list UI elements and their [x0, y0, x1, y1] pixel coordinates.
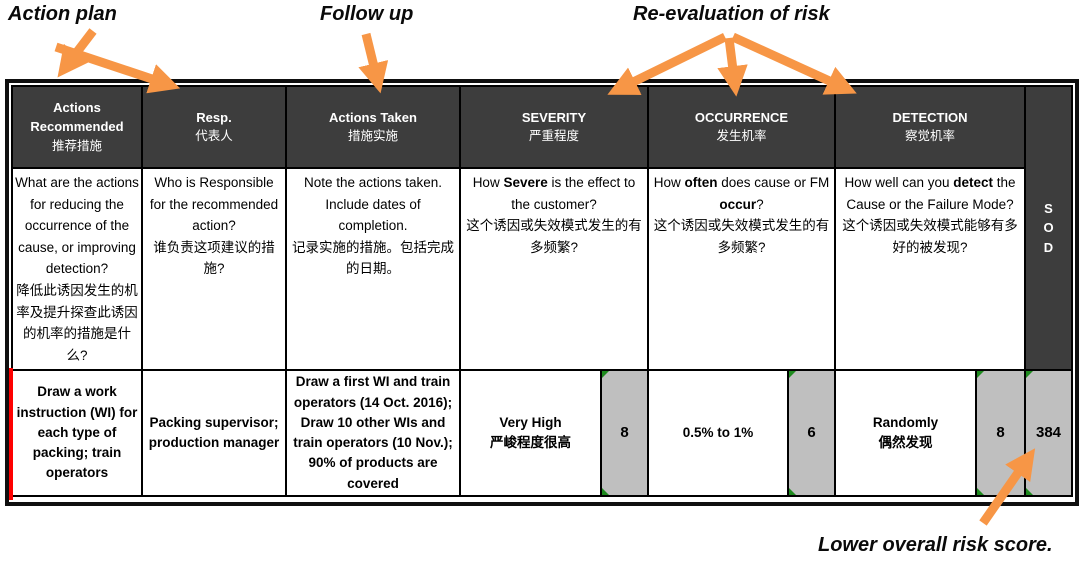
cell-flag-icon: [789, 371, 796, 378]
desc-en: How often does cause or FM occur?: [653, 175, 830, 212]
sod-letter: D: [1043, 239, 1054, 255]
occurrence-score: 6: [807, 423, 816, 441]
arrow-action-plan-left: [57, 28, 97, 78]
desc-cn: 这个诱因或失效模式发生的有多频繁?: [653, 218, 830, 255]
header-cn: 严重程度: [528, 129, 579, 144]
cell-flag-icon: [1026, 488, 1033, 495]
header-en: Resp.: [196, 109, 232, 125]
data-cell-occurrence: 0.5% to 1%: [649, 371, 787, 495]
severity-score: 8: [620, 423, 629, 441]
desc-cn: 这个诱因或失效模式发生的有多频繁?: [466, 218, 642, 255]
detection-score: 8: [996, 423, 1005, 441]
header-en: Actions Taken: [329, 109, 417, 125]
desc-cn: 这个诱因或失效模式能够有多好的被发现?: [842, 218, 1018, 255]
data-cell-resp: Packing supervisor; production manager: [143, 371, 285, 495]
data-cell-actions-recommended: Draw a work instruction (WI) for each ty…: [13, 371, 141, 495]
value-cn: 严峻程度很高: [490, 435, 571, 450]
sod-score: 384: [1035, 423, 1062, 441]
cell-flag-icon: [977, 488, 984, 495]
value-en: Very High: [499, 414, 562, 430]
row-highlight-marker: [9, 368, 13, 500]
desc-cell-severity: How Severe is the effect to the customer…: [461, 169, 647, 369]
value-en: Randomly: [872, 414, 939, 430]
score-cell-occurrence: 6: [789, 371, 834, 495]
desc-en: Who is Responsible for the recommended a…: [149, 175, 279, 234]
annotation-lower-risk: Lower overall risk score.: [818, 534, 1053, 556]
header-cell-occurrence: OCCURRENCE 发生机率: [649, 87, 834, 167]
score-cell-sod: 384: [1026, 371, 1071, 495]
desc-cell-resp: Who is Responsible for the recommended a…: [143, 169, 285, 369]
desc-cell-actions-recommended: What are the actions for reducing the oc…: [13, 169, 141, 369]
header-cell-sod: S O D: [1026, 87, 1071, 369]
header-cn: 措施实施: [347, 129, 398, 144]
desc-en: How Severe is the effect to the customer…: [472, 175, 636, 212]
header-cn: 发生机率: [716, 129, 767, 144]
arrow-follow-up: [358, 32, 389, 94]
cell-flag-icon: [977, 371, 984, 378]
header-cell-actions-recommended: Actions Recommended 推荐措施: [13, 87, 141, 167]
score-cell-severity: 8: [602, 371, 647, 495]
fmea-grid: Actions Recommended 推荐措施 Resp. 代表人 Actio…: [11, 85, 1073, 497]
sod-letter: S: [1044, 200, 1053, 216]
annotation-follow-up: Follow up: [320, 3, 414, 25]
data-cell-detection: Randomly 偶然发现: [836, 371, 975, 495]
desc-cell-detection: How well can you detect the Cause or the…: [836, 169, 1024, 369]
desc-cn: 记录实施的措施。包括完成的日期。: [292, 239, 454, 277]
header-cell-severity: SEVERITY 严重程度: [461, 87, 647, 167]
cell-flag-icon: [789, 488, 796, 495]
header-en: SEVERITY: [521, 109, 587, 125]
desc-cell-actions-taken: Note the actions taken. Include dates of…: [287, 169, 459, 369]
header-en: DETECTION: [892, 109, 968, 125]
data-cell-severity: Very High 严峻程度很高: [461, 371, 600, 495]
cell-flag-icon: [602, 371, 609, 378]
score-cell-detection: 8: [977, 371, 1024, 495]
value-cn: 偶然发现: [878, 435, 933, 450]
header-cn: 代表人: [195, 129, 233, 144]
cell-flag-icon: [602, 488, 609, 495]
cell-flag-icon: [1026, 371, 1033, 378]
fmea-table: Actions Recommended 推荐措施 Resp. 代表人 Actio…: [5, 79, 1079, 506]
header-cell-detection: DETECTION 察觉机率: [836, 87, 1024, 167]
desc-en: How well can you detect the Cause or the…: [844, 175, 1016, 212]
data-cell-actions-taken: Draw a first WI and train operators (14 …: [287, 371, 459, 495]
header-en: OCCURRENCE: [694, 109, 789, 125]
header-cell-actions-taken: Actions Taken 措施实施: [287, 87, 459, 167]
desc-cell-occurrence: How often does cause or FM occur? 这个诱因或失…: [649, 169, 834, 369]
header-cn: 察觉机率: [904, 129, 955, 144]
annotation-action-plan: Action plan: [8, 3, 117, 25]
sod-letter: O: [1043, 220, 1054, 236]
desc-cn: 降低此诱因发生的机率及提升探查此诱因的机率的措施是什么?: [16, 282, 138, 363]
desc-en: Note the actions taken. Include dates of…: [303, 175, 443, 234]
desc-en: What are the actions for reducing the oc…: [15, 175, 139, 277]
header-cn: 推荐措施: [51, 138, 102, 153]
desc-cn: 谁负责这项建议的措施?: [153, 239, 275, 277]
header-cell-resp: Resp. 代表人: [143, 87, 285, 167]
header-en: Actions Recommended: [30, 100, 124, 134]
annotation-re-evaluation: Re-evaluation of risk: [633, 3, 830, 25]
